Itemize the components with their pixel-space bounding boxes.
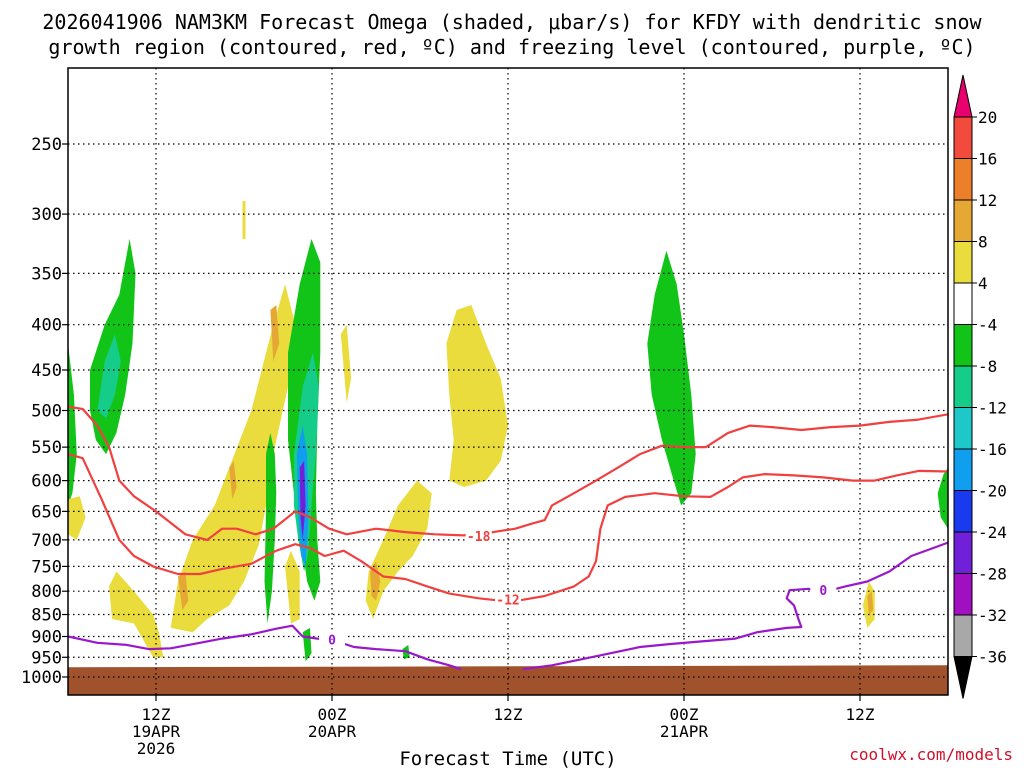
y-tick-label-600: 600 xyxy=(31,472,62,492)
colorbar-swatch-11 xyxy=(953,573,973,616)
colorbar-swatch-0 xyxy=(953,116,973,159)
chart-title: 2026041906 NAM3KM Forecast Omega (shaded… xyxy=(42,10,982,59)
contour-label-bg-1 xyxy=(495,592,521,608)
colorbar-label-6: -8 xyxy=(978,357,997,376)
colorbar-label-9: -20 xyxy=(978,482,1007,501)
contour-label-bg-0 xyxy=(465,529,492,545)
colorbar-label-5: -4 xyxy=(978,316,997,335)
x-tick-label-2-0: 12Z xyxy=(494,705,523,724)
y-tick-label-1000: 1000 xyxy=(21,668,62,688)
omega-region-10 xyxy=(242,201,246,239)
y-tick-label-700: 700 xyxy=(31,531,62,551)
contour-label-0: -18 xyxy=(467,530,491,545)
y-tick-label-850: 850 xyxy=(31,606,62,626)
contour-line-2 xyxy=(68,624,462,671)
colorbar-swatch-5 xyxy=(953,324,973,367)
contour-label-bg-2 xyxy=(319,632,345,648)
omega-region-18 xyxy=(365,480,432,619)
contour-line-3 xyxy=(522,541,948,671)
colorbar-label-1: 16 xyxy=(978,150,997,169)
y-tick-label-500: 500 xyxy=(31,402,62,422)
colorbar-swatch-1 xyxy=(953,158,973,201)
omega-region-5 xyxy=(170,284,296,633)
x-tick-label-0-0: 12Z xyxy=(142,705,171,724)
x-tick-label-0-2: 2026 xyxy=(137,739,176,758)
contour-label-3: 0 xyxy=(819,584,827,599)
y-tick-label-650: 650 xyxy=(31,502,62,522)
colorbar-bottom-arrow xyxy=(953,656,973,699)
omega-region-8 xyxy=(270,305,280,362)
colorbar-swatch-6 xyxy=(953,365,973,408)
colorbar-label-8: -16 xyxy=(978,440,1007,459)
colorbar-swatch-2 xyxy=(953,199,973,242)
colorbar-label-11: -28 xyxy=(978,565,1007,584)
colorbar-top-arrow xyxy=(953,74,973,118)
omega-region-9 xyxy=(285,550,300,624)
x-tick-label-0-1: 19APR xyxy=(132,722,181,741)
y-tick-label-300: 300 xyxy=(31,205,62,225)
y-tick-label-550: 550 xyxy=(31,438,62,458)
y-tick-label-750: 750 xyxy=(31,557,62,577)
colorbar-swatch-8 xyxy=(953,448,973,491)
x-tick-label-3-1: 21APR xyxy=(660,722,709,741)
omega-region-3 xyxy=(68,496,86,540)
colorbar-label-12: -32 xyxy=(978,606,1007,625)
omega-region-4 xyxy=(109,571,164,658)
y-tick-label-250: 250 xyxy=(31,135,62,155)
omega-region-22 xyxy=(647,250,696,506)
pressure-axis: 2503003504004505005506006507007508008509… xyxy=(21,135,68,688)
colorbar-label-4: 4 xyxy=(978,274,988,293)
colorbar-swatch-3 xyxy=(953,241,973,284)
title-line-1: 2026041906 NAM3KM Forecast Omega (shaded… xyxy=(42,10,982,34)
temperature-contours: -18 -12 0 0 xyxy=(68,405,948,671)
colorbar-label-2: 12 xyxy=(978,191,997,210)
x-tick-label-4-0: 12Z xyxy=(846,705,875,724)
y-tick-label-400: 400 xyxy=(31,316,62,336)
contour-label-2: 0 xyxy=(328,634,336,649)
y-tick-label-450: 450 xyxy=(31,361,62,381)
y-tick-label-800: 800 xyxy=(31,582,62,602)
omega-region-24 xyxy=(867,591,874,615)
ground-layer xyxy=(68,665,948,695)
colorbar-swatch-10 xyxy=(953,531,973,574)
colorbar-label-3: 8 xyxy=(978,233,988,252)
colorbar-label-13: -36 xyxy=(978,648,1007,667)
x-axis-label: Forecast Time (UTC) xyxy=(399,748,616,768)
gridlines xyxy=(68,68,948,695)
colorbar-swatch-9 xyxy=(953,490,973,533)
colorbar: 20 16 12 8 4 -4 -8 -12 -16 -20 -24 -28 -32 -36 xyxy=(953,74,1007,699)
x-tick-label-1-0: 00Z xyxy=(318,705,347,724)
colorbar-swatch-4 xyxy=(953,282,973,325)
colorbar-swatch-12 xyxy=(953,614,973,657)
contour-label-1: -12 xyxy=(496,594,519,609)
y-tick-label-950: 950 xyxy=(31,648,62,668)
omega-region-21 xyxy=(446,305,508,487)
title-line-2: growth region (contoured, red, ºC) and f… xyxy=(48,35,975,59)
colorbar-label-10: -24 xyxy=(978,523,1007,542)
omega-region-19 xyxy=(370,561,381,601)
omega-region-17 xyxy=(340,324,352,403)
colorbar-label-0: 20 xyxy=(978,108,997,127)
y-tick-label-350: 350 xyxy=(31,264,62,284)
contour-label-bg-3 xyxy=(810,583,837,599)
x-tick-label-3-0: 00Z xyxy=(670,705,699,724)
ground-fill xyxy=(68,665,948,695)
omega-region-2 xyxy=(97,334,121,419)
site-credit[interactable]: coolwx.com/models xyxy=(849,745,1013,764)
y-tick-label-900: 900 xyxy=(31,627,62,647)
x-tick-label-1-1: 20APR xyxy=(308,722,357,741)
colorbar-swatch-7 xyxy=(953,407,973,450)
colorbar-label-7: -12 xyxy=(978,399,1007,418)
omega-region-0 xyxy=(68,343,77,506)
omega-region-25 xyxy=(937,467,948,529)
